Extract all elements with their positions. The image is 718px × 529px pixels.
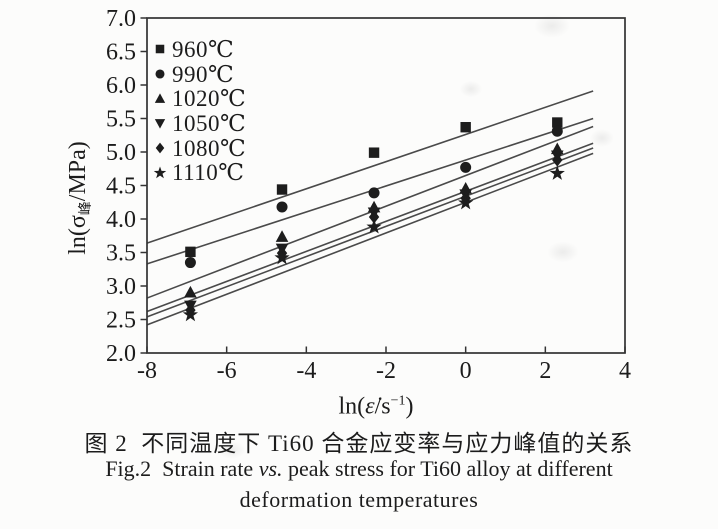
triangle-up-marker: [154, 93, 166, 103]
star-marker: [549, 165, 565, 180]
y-tick-label: 7.0: [106, 6, 136, 32]
x-axis-title-text: /s: [374, 393, 391, 420]
diamond-marker: [368, 210, 380, 224]
legend-item-1110C: 1110℃: [151, 160, 246, 185]
caption-english-line2: deformation temperatures: [239, 487, 479, 512]
legend-label: 990℃: [172, 61, 235, 87]
circle-marker: [460, 161, 472, 173]
diamond-marker: [155, 142, 165, 154]
y-tick-label: 6.5: [106, 40, 136, 66]
y-axis-title-text: /MPa): [65, 141, 92, 202]
y-tick-label: 2.0: [106, 341, 136, 367]
circle-marker: [276, 201, 288, 213]
legend-label: 1050℃: [172, 110, 247, 136]
circle-marker: [368, 187, 380, 199]
fit-line-1050C: [146, 142, 594, 313]
caption-chinese: 图 2 不同温度下 Ti60 合金应变率与应力峰值的关系: [84, 431, 634, 456]
y-tick-label: 4.5: [106, 174, 136, 200]
legend-label: 1110℃: [172, 160, 245, 186]
x-tick-label: 4: [619, 358, 631, 384]
circle-marker: [551, 125, 563, 137]
legend-item-1020C: 1020℃: [151, 86, 246, 111]
x-tick-label: -6: [217, 358, 237, 384]
square-marker: [552, 117, 563, 128]
y-axis-title-subscript: 峰: [78, 201, 94, 216]
y-tick-label: 6.0: [106, 73, 136, 99]
x-tick-label: 2: [539, 358, 551, 384]
legend-item-1050C: 1050℃: [151, 111, 246, 136]
x-tick-label: -2: [376, 358, 396, 384]
triangle-up-icon: [151, 90, 169, 108]
triangle-down-marker: [154, 119, 166, 129]
star-icon: [151, 164, 169, 182]
y-tick-label: 5.0: [106, 140, 136, 166]
diamond-marker: [552, 153, 563, 167]
caption-english-text: Strain rate: [162, 456, 259, 481]
x-axis-title-text: ): [405, 393, 414, 420]
legend-label: 1080℃: [172, 135, 247, 161]
legend-item-960C: 960℃: [151, 37, 246, 62]
fit-line-1110C: [146, 152, 594, 326]
y-tick-label: 3.0: [106, 274, 136, 300]
circle-icon: [151, 65, 169, 83]
square-marker: [276, 184, 288, 195]
y-tick-label: 4.0: [106, 207, 136, 233]
square-icon: [151, 40, 169, 58]
square-marker: [368, 147, 380, 158]
square-marker: [185, 246, 196, 258]
triangle-up-marker: [275, 230, 289, 242]
y-tick-label: 5.5: [106, 107, 136, 133]
legend-item-990C: 990℃: [151, 62, 246, 87]
x-axis-title-exponent: −1: [390, 393, 406, 409]
caption-figure-number: Fig.2: [105, 456, 163, 481]
x-axis-title: ln(ε̇/s−1): [338, 394, 413, 421]
y-tick-label: 3.5: [106, 241, 136, 267]
legend-label: 1020℃: [172, 86, 247, 112]
fit-line-960C: [146, 90, 594, 244]
circle-marker: [155, 69, 165, 79]
star-marker: [458, 194, 474, 210]
caption-vs: vs.: [258, 456, 283, 481]
legend-item-1080C: 1080℃: [151, 136, 246, 161]
y-tick-label: 2.5: [106, 308, 136, 334]
square-marker: [460, 122, 471, 133]
star-marker: [182, 306, 199, 322]
triangle-down-icon: [151, 114, 169, 132]
circle-marker: [184, 257, 196, 269]
caption-english-line1: Fig.2 Strain rate vs. peak stress for Ti…: [0, 456, 718, 482]
series-1110C: [182, 165, 565, 322]
diamond-icon: [151, 139, 169, 157]
series-990C: [184, 125, 563, 269]
star-marker: [366, 219, 382, 234]
triangle-up-marker: [184, 285, 197, 298]
caption-english-text: peak stress for Ti60 alloy at different: [282, 456, 613, 481]
legend: 960℃ 990℃ 1020℃ 1050℃ 1080℃ 1110℃: [151, 37, 246, 185]
x-tick-label: 0: [460, 358, 472, 384]
x-tick-label: -8: [137, 358, 157, 384]
x-tick-label: -4: [296, 358, 316, 384]
star-marker: [153, 166, 167, 179]
legend-label: 960℃: [172, 36, 235, 62]
x-axis-title-variable: ε̇: [365, 393, 375, 420]
square-marker: [155, 45, 165, 54]
y-axis-title: ln(σ峰/MPa): [65, 141, 95, 255]
series-960C: [185, 117, 563, 258]
y-axis-title-text: ln(σ: [65, 215, 92, 255]
star-marker: [274, 249, 290, 265]
x-axis-title-text: ln(: [338, 393, 366, 420]
